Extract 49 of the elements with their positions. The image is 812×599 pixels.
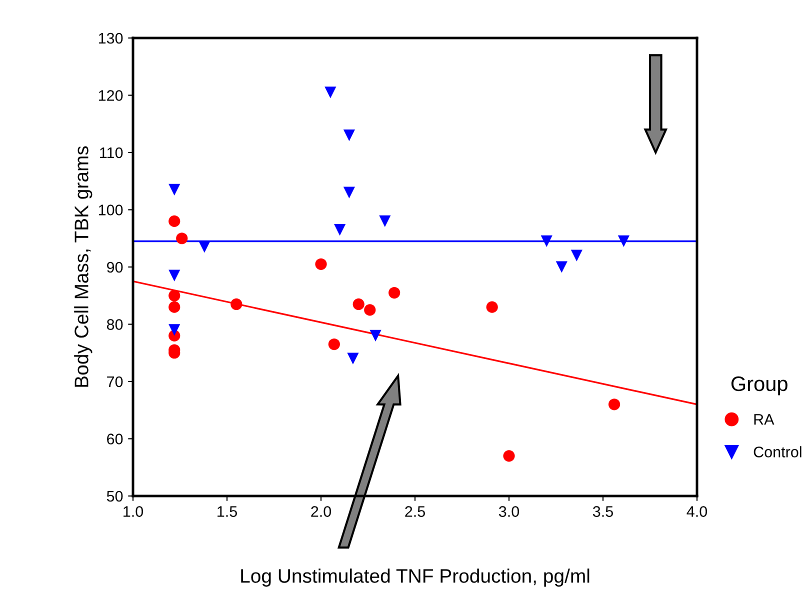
point — [608, 398, 620, 410]
x-tick-label: 2.5 — [405, 506, 425, 517]
point — [570, 250, 582, 262]
x-tick-label: 4.0 — [686, 506, 708, 517]
point — [168, 290, 180, 302]
point — [315, 258, 327, 270]
y-tick-label: 50 — [106, 490, 123, 502]
y-tick-label: 120 — [98, 90, 123, 101]
legend-label: RA — [754, 414, 774, 425]
x-tick-label: 1.5 — [218, 506, 237, 517]
legend-label: Control — [754, 446, 802, 458]
y-tick-label: 80 — [106, 319, 123, 330]
point — [343, 186, 356, 198]
y-tick-label: 70 — [107, 376, 123, 388]
point — [379, 215, 391, 228]
point — [370, 330, 382, 342]
point — [347, 352, 359, 364]
point — [486, 301, 498, 313]
y-tick-label: 130 — [98, 32, 123, 44]
x-tick-label: 3.5 — [592, 506, 613, 517]
point — [388, 286, 400, 299]
point — [352, 298, 364, 310]
x-axis-title: Log Unstimulated TNF Production, pg/ml — [241, 568, 590, 587]
point — [364, 304, 376, 316]
point — [343, 130, 356, 142]
point — [328, 338, 340, 350]
point — [334, 224, 346, 236]
point — [176, 232, 188, 244]
point — [168, 301, 180, 313]
y-tick-label: 60 — [107, 434, 123, 444]
y-tick-label: 90 — [107, 262, 123, 273]
legend-title: Group — [731, 376, 788, 396]
y-axis-title: Body Cell Mass, TBK grams — [74, 146, 92, 387]
point — [198, 241, 210, 253]
point — [556, 261, 568, 273]
point — [230, 298, 242, 310]
y-tick-label: 100 — [98, 204, 123, 216]
point — [503, 450, 515, 462]
point — [618, 235, 630, 248]
point — [168, 184, 180, 196]
point — [168, 215, 180, 228]
point — [540, 235, 552, 248]
point — [168, 324, 180, 336]
y-tick-label: 110 — [100, 147, 123, 158]
x-tick-label: 1.0 — [124, 506, 144, 517]
point — [168, 270, 180, 282]
x-tick-label: 3.0 — [498, 506, 520, 517]
point — [324, 86, 336, 98]
x-tick-label: 2.0 — [311, 506, 332, 517]
